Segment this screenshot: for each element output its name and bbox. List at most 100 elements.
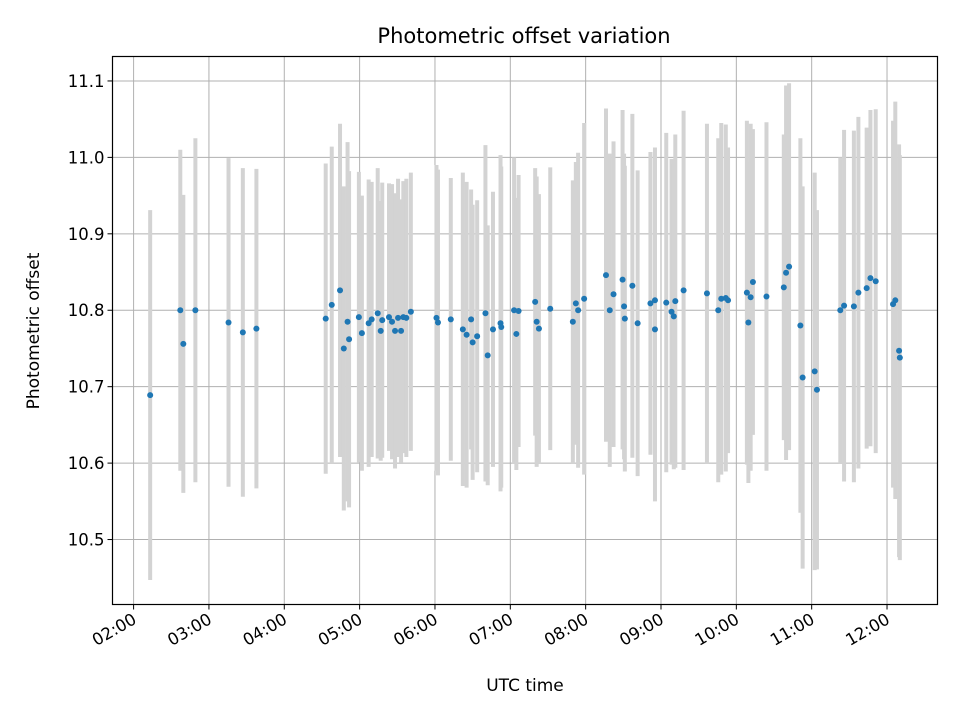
data-point — [463, 331, 470, 338]
y-tick-label: 11.1 — [68, 72, 105, 91]
data-point — [606, 307, 613, 314]
data-point — [515, 308, 522, 315]
grid-lines — [112, 56, 938, 605]
y-tick-label: 11.0 — [68, 148, 105, 167]
data-point — [581, 295, 588, 302]
data-point — [469, 339, 476, 346]
plot-frame — [111, 55, 939, 606]
data-point — [177, 307, 184, 314]
data-point — [763, 293, 770, 300]
data-point — [892, 297, 899, 304]
data-point — [328, 301, 335, 308]
data-point — [147, 392, 154, 399]
data-point — [484, 352, 491, 359]
y-tick-label: 10.7 — [68, 378, 105, 397]
data-point — [896, 354, 903, 361]
data-point — [459, 326, 466, 333]
data-point — [346, 336, 353, 343]
data-point — [703, 290, 710, 297]
data-point — [619, 276, 626, 283]
data-point — [634, 320, 641, 327]
data-point — [668, 308, 675, 315]
data-point — [407, 308, 414, 315]
data-point — [447, 316, 454, 323]
data-point — [837, 307, 844, 314]
data-point — [180, 340, 187, 347]
data-point — [392, 327, 399, 334]
data-point — [670, 313, 677, 320]
data-point — [651, 326, 658, 333]
data-point — [872, 278, 879, 285]
y-axis-label: Photometric offset — [24, 252, 44, 409]
data-point — [841, 302, 848, 309]
data-point — [368, 316, 375, 323]
data-point — [680, 287, 687, 294]
data-point — [663, 299, 670, 306]
data-point — [747, 294, 754, 301]
y-tick-label: 10.5 — [68, 531, 105, 550]
data-point — [718, 295, 725, 302]
data-point — [745, 319, 752, 326]
data-point — [337, 287, 344, 294]
data-point — [572, 300, 579, 307]
data-point — [797, 322, 804, 329]
data-point — [799, 374, 806, 381]
data-point — [379, 317, 386, 324]
data-point — [434, 319, 441, 326]
data-point — [672, 298, 679, 305]
data-point — [855, 289, 862, 296]
data-point — [358, 330, 365, 337]
data-point — [850, 303, 857, 310]
data-points — [147, 263, 903, 399]
data-point — [535, 325, 542, 332]
data-point — [569, 318, 576, 325]
data-point — [610, 291, 617, 298]
data-point — [813, 386, 820, 393]
data-point — [621, 303, 628, 310]
data-point — [780, 284, 787, 291]
data-point — [433, 314, 440, 321]
data-point — [533, 318, 540, 325]
data-point — [482, 310, 489, 317]
data-point — [374, 310, 381, 317]
data-point — [513, 330, 520, 337]
data-point — [489, 326, 496, 333]
data-point — [389, 318, 396, 325]
data-point — [547, 305, 554, 312]
data-point — [377, 327, 384, 334]
data-point — [395, 314, 402, 321]
data-point — [743, 289, 750, 296]
data-point — [498, 324, 505, 331]
data-point — [355, 314, 362, 321]
data-point — [896, 347, 903, 354]
data-point — [629, 282, 636, 289]
data-point — [863, 285, 870, 292]
y-tick-label: 10.8 — [68, 301, 105, 320]
chart-title: Photometric offset variation — [377, 24, 670, 48]
data-point — [811, 368, 818, 375]
data-point — [602, 272, 609, 279]
data-point — [253, 325, 260, 332]
data-point — [647, 300, 654, 307]
data-point — [715, 307, 722, 314]
data-point — [786, 263, 793, 270]
data-point — [621, 315, 628, 322]
data-point — [239, 329, 246, 336]
data-point — [344, 318, 351, 325]
data-point — [575, 307, 582, 314]
data-point — [725, 297, 732, 304]
x-axis-label: UTC time — [486, 676, 564, 696]
data-point — [322, 315, 329, 322]
data-point — [783, 269, 790, 276]
y-tick-label: 10.9 — [68, 225, 105, 244]
data-point — [511, 307, 518, 314]
data-point — [474, 333, 481, 340]
data-point — [398, 327, 405, 334]
y-axis-ticks: 10.5 10.6 10.7 10.8 10.9 11.0 11.1 — [68, 72, 113, 550]
data-point — [386, 314, 393, 321]
data-point — [532, 298, 539, 305]
data-point — [192, 307, 199, 314]
data-point — [340, 345, 347, 352]
data-point — [867, 275, 874, 282]
